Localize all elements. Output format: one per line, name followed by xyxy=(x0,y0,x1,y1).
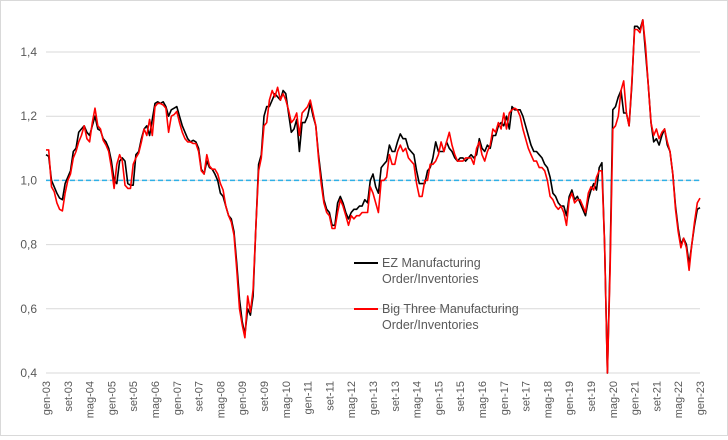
x-axis-ticks: gen-03 set-03 mag-04 gen-05 set-05 mag-06 gen-… xyxy=(41,381,707,418)
x-tick-label: gen-03 xyxy=(41,381,53,415)
x-tick-label: mag-16 xyxy=(477,381,489,418)
x-tick-label: mag-20 xyxy=(608,381,620,418)
x-tick-label: gen-11 xyxy=(303,381,315,414)
x-tick-label: set-13 xyxy=(390,381,402,412)
legend-label-ez-line1: EZ Manufacturing xyxy=(382,256,481,270)
legend-label-big-three-line1: Big Three Manufacturing xyxy=(382,302,519,316)
x-tick-label: gen-17 xyxy=(499,381,511,415)
legend: EZ Manufacturing Order/Inventories Big T… xyxy=(354,255,519,347)
legend-label-big-three-line2: Order/Inventories xyxy=(382,318,479,332)
x-tick-label: mag-10 xyxy=(281,381,293,418)
x-tick-label: mag-04 xyxy=(85,381,97,418)
x-tick-label: gen-19 xyxy=(564,381,576,415)
x-tick-label: mag-22 xyxy=(673,381,685,418)
x-tick-label: set-17 xyxy=(521,381,533,412)
x-tick-label: mag-18 xyxy=(542,381,554,418)
y-tick-label: 0,4 xyxy=(20,366,37,380)
y-tick-label: 1,4 xyxy=(20,45,37,59)
legend-item-big-three: Big Three Manufacturing Order/Inventorie… xyxy=(354,301,519,333)
legend-swatch-ez xyxy=(354,262,378,264)
legend-item-ez: EZ Manufacturing Order/Inventories xyxy=(354,255,519,287)
y-axis-ticks: 0,4 0,6 0,8 1,0 1,2 1,4 xyxy=(20,45,37,380)
series-line-big-three xyxy=(46,19,701,374)
x-tick-label: set-15 xyxy=(455,381,467,412)
x-tick-label: set-11 xyxy=(324,381,336,411)
legend-swatch-big-three xyxy=(354,308,378,310)
x-tick-label: mag-08 xyxy=(215,381,227,418)
x-tick-label: gen-05 xyxy=(106,381,118,415)
series-lines xyxy=(45,19,701,374)
series-line-ez xyxy=(45,19,701,374)
y-tick-label: 0,8 xyxy=(20,238,37,252)
x-tick-label: gen-15 xyxy=(433,381,445,415)
x-tick-label: mag-12 xyxy=(346,381,358,418)
x-tick-label: set-19 xyxy=(586,381,598,412)
x-tick-label: set-09 xyxy=(259,381,271,412)
x-tick-label: gen-21 xyxy=(630,381,642,415)
x-tick-label: set-03 xyxy=(63,381,75,412)
y-tick-label: 0,6 xyxy=(20,302,37,316)
x-tick-label: set-07 xyxy=(194,381,206,412)
x-tick-label: set-05 xyxy=(128,381,140,412)
x-tick-label: mag-14 xyxy=(412,381,424,418)
x-tick-label: set-21 xyxy=(651,381,663,412)
x-tick-label: gen-07 xyxy=(172,381,184,415)
x-tick-label: gen-23 xyxy=(695,381,707,415)
x-tick-label: gen-13 xyxy=(368,381,380,415)
x-tick-label: gen-09 xyxy=(237,381,249,415)
y-tick-label: 1,2 xyxy=(20,109,37,123)
legend-label-ez-line2: Order/Inventories xyxy=(382,272,479,286)
x-tick-label: mag-06 xyxy=(150,381,162,418)
y-tick-label: 1,0 xyxy=(20,173,37,187)
